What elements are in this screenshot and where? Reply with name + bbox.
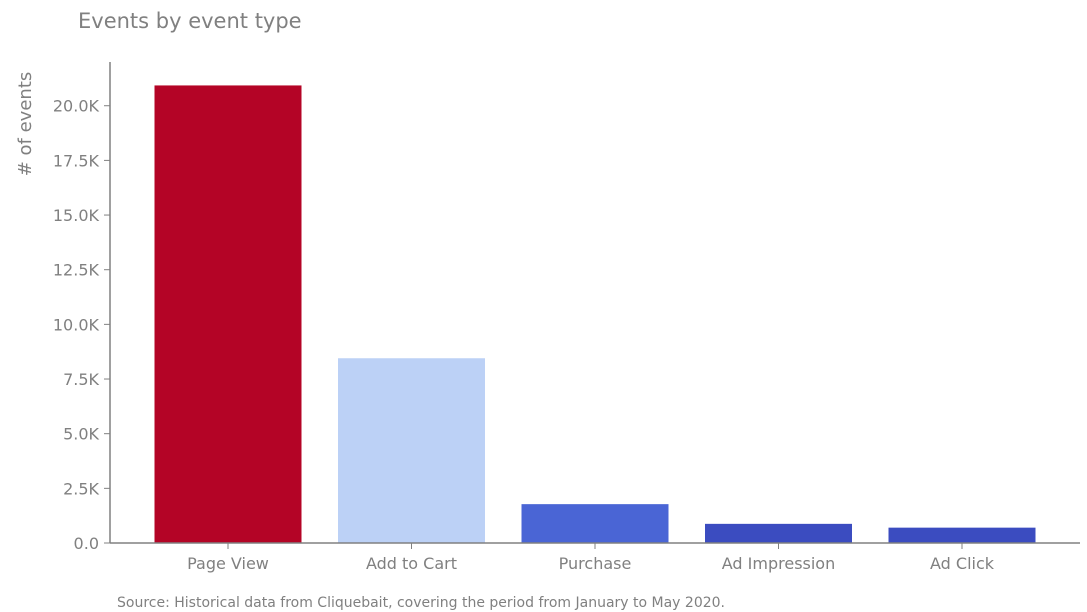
x-tick-label: Ad Click — [930, 554, 995, 573]
x-tick-label: Add to Cart — [366, 554, 457, 573]
y-axis-label: # of events — [15, 72, 36, 177]
y-tick-label: 10.0K — [53, 315, 100, 334]
y-tick-label: 7.5K — [63, 370, 99, 389]
y-axis-ticks: 0.0 2.5K 5.0K 7.5K 10.0K 12.5K 15.0K 17.5K 20.0K — [53, 97, 110, 553]
x-tick-label: Ad Impression — [722, 554, 835, 573]
y-tick-label: 2.5K — [63, 479, 99, 498]
bar-ad-click — [888, 527, 1036, 543]
bar-purchase — [521, 504, 669, 543]
x-axis-ticks: Page View Add to Cart Purchase Ad Impressio… — [187, 543, 995, 573]
y-tick-label: 17.5K — [53, 151, 100, 170]
x-tick-label: Page View — [187, 554, 269, 573]
y-tick-label: 0.0 — [74, 534, 99, 553]
bar-add-to-cart — [338, 358, 485, 543]
y-tick-label: 12.5K — [53, 261, 100, 280]
bar-page-view — [154, 85, 302, 544]
bars-group — [154, 85, 1036, 544]
x-tick-label: Purchase — [559, 554, 632, 573]
y-tick-label: 15.0K — [53, 206, 100, 225]
y-tick-label: 20.0K — [53, 97, 100, 116]
bar-ad-impression — [705, 523, 852, 543]
y-tick-label: 5.0K — [63, 425, 99, 444]
chart-title: Events by event type — [78, 9, 302, 33]
source-note: Source: Historical data from Cliquebait,… — [117, 595, 725, 611]
